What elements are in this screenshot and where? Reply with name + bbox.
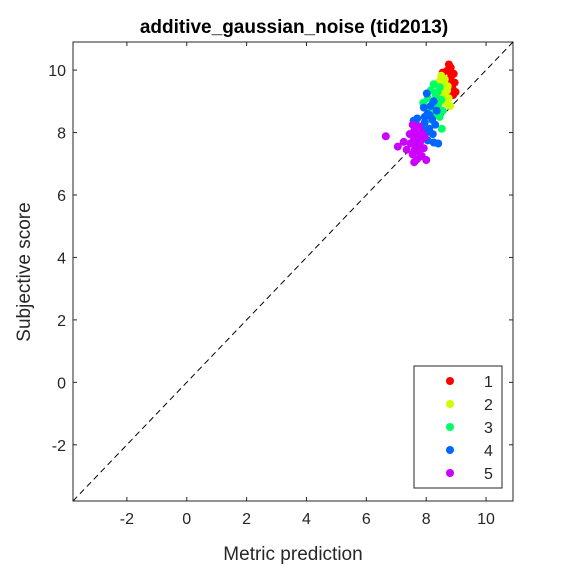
y-tick-label: 2 <box>57 313 66 330</box>
y-tick-label: 8 <box>57 126 66 143</box>
x-axis: -2 0 2 4 6 8 10 <box>120 42 495 528</box>
data-point-series-1 <box>447 71 456 80</box>
data-point-series-5 <box>410 158 419 167</box>
legend-label-3: 3 <box>484 420 493 437</box>
data-point-series-3 <box>438 106 447 115</box>
x-tick-label: 8 <box>422 511 431 528</box>
x-tick-label: 0 <box>182 511 191 528</box>
x-tick-label: 6 <box>362 511 371 528</box>
legend-label-1: 1 <box>484 374 493 391</box>
data-point-series-2 <box>446 102 455 110</box>
legend: 1 2 3 4 5 <box>413 365 503 489</box>
legend-label-4: 4 <box>484 443 493 460</box>
data-point-series-4 <box>428 130 437 139</box>
identity-reference-line <box>72 41 514 502</box>
data-point-series-5 <box>402 145 411 154</box>
legend-marker-4 <box>446 446 454 454</box>
data-point-series-4 <box>426 102 435 110</box>
data-point-series-5 <box>406 139 415 148</box>
data-point-series-4 <box>434 139 443 148</box>
legend-label-2: 2 <box>484 397 493 414</box>
legend-marker-3 <box>446 423 454 431</box>
x-axis-label: Metric prediction <box>223 544 362 565</box>
data-point-series-3 <box>435 112 444 121</box>
legend-marker-5 <box>446 469 454 477</box>
data-point-series-5 <box>381 132 390 141</box>
x-tick-label: -2 <box>120 511 134 528</box>
data-point-series-3 <box>437 124 446 133</box>
data-point-series-4 <box>422 89 431 98</box>
y-axis-label: Subjective score <box>14 202 35 341</box>
data-point-series-4 <box>425 111 434 120</box>
y-tick-label: 4 <box>57 250 66 267</box>
data-point-series-3 <box>433 88 442 96</box>
legend-marker-1 <box>446 377 454 385</box>
data-point-series-3 <box>429 80 438 89</box>
data-point-series-4 <box>431 120 440 129</box>
data-points <box>381 60 460 167</box>
y-tick-label: 6 <box>57 188 66 205</box>
data-point-series-5 <box>408 120 417 129</box>
legend-label-5: 5 <box>484 466 493 483</box>
data-point-series-5 <box>393 142 402 151</box>
data-point-series-5 <box>405 130 414 139</box>
data-point-series-5 <box>399 137 408 146</box>
data-point-series-2 <box>443 82 452 91</box>
y-tick-label: 0 <box>57 375 66 392</box>
data-point-series-5 <box>422 156 431 164</box>
chart-title: additive_gaussian_noise (tid2013) <box>140 17 448 38</box>
y-axis: -2 0 2 4 6 8 10 <box>48 63 513 455</box>
y-tick-label: -2 <box>52 438 66 455</box>
data-point-series-1 <box>451 88 460 96</box>
x-tick-label: 4 <box>302 511 311 528</box>
y-tick-label: 10 <box>48 63 66 80</box>
legend-box <box>413 365 503 489</box>
legend-marker-2 <box>446 400 454 408</box>
data-point-series-4 <box>432 106 441 115</box>
data-point-series-4 <box>419 103 428 112</box>
x-tick-label: 2 <box>242 511 251 528</box>
reference-line <box>72 41 514 502</box>
x-tick-label: 10 <box>477 511 495 528</box>
legend-items: 1 2 3 4 5 <box>446 374 493 483</box>
